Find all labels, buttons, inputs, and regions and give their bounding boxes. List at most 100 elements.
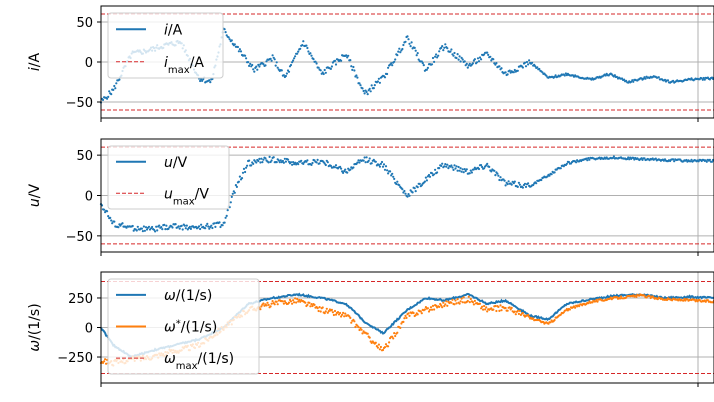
data-point [257, 159, 260, 163]
data-point [473, 58, 476, 61]
data-point [252, 162, 255, 165]
data-point [312, 58, 315, 61]
data-point [477, 167, 481, 171]
data-point [458, 169, 461, 172]
data-point [490, 170, 493, 173]
data-point [619, 295, 623, 298]
data-point [289, 161, 293, 164]
data-point [308, 301, 311, 304]
data-point [613, 74, 617, 77]
data-point [575, 161, 578, 164]
data-point [318, 162, 321, 165]
data-point [318, 306, 321, 309]
data-point [497, 174, 500, 177]
data-point [283, 300, 286, 303]
data-point [554, 74, 557, 77]
data-point [333, 309, 337, 313]
data-point [455, 56, 458, 60]
data-point [206, 222, 209, 225]
data-point [546, 175, 549, 178]
ytick-label: −250 [57, 351, 93, 366]
data-point [292, 161, 295, 164]
data-point [245, 166, 248, 169]
data-point [562, 311, 565, 314]
data-point [158, 224, 161, 227]
data-point [472, 303, 475, 306]
data-point [506, 73, 509, 76]
data-point [377, 343, 380, 346]
data-point [493, 169, 496, 172]
data-point [342, 311, 345, 314]
data-point [377, 77, 380, 80]
data-point [359, 326, 362, 330]
data-point [230, 39, 233, 42]
data-point [293, 57, 296, 60]
data-point [490, 59, 493, 62]
data-point [504, 71, 507, 74]
data-point [110, 219, 113, 222]
data-point [460, 170, 463, 173]
data-point [685, 158, 688, 162]
data-point [635, 295, 638, 298]
data-point [631, 79, 634, 82]
data-point [281, 300, 284, 303]
data-point [416, 186, 419, 189]
data-point [297, 163, 300, 166]
data-point [657, 76, 660, 79]
data-point [521, 311, 525, 315]
data-point [358, 161, 361, 164]
data-point [106, 210, 109, 213]
data-point [461, 301, 464, 304]
data-point [495, 309, 498, 313]
data-point [248, 64, 251, 67]
data-point [326, 311, 329, 314]
data-point [467, 295, 470, 298]
data-point [356, 76, 359, 79]
data-point [441, 306, 444, 309]
data-point [504, 306, 507, 310]
data-point [486, 162, 489, 165]
data-point [284, 74, 287, 78]
data-point [231, 192, 234, 195]
data-point [340, 315, 343, 318]
data-point [282, 302, 285, 305]
ytick-label: 0 [85, 56, 93, 71]
data-point [434, 168, 437, 171]
data-point [455, 302, 458, 305]
data-point [270, 59, 273, 62]
data-point [299, 300, 302, 303]
data-point [300, 159, 303, 162]
data-point [389, 170, 392, 173]
data-point [425, 68, 428, 71]
data-point [672, 158, 675, 161]
data-point [392, 175, 395, 178]
data-point [449, 50, 452, 53]
data-point [256, 68, 259, 71]
data-point [461, 168, 464, 171]
data-point [387, 66, 390, 69]
data-point [109, 216, 112, 219]
data-point [205, 224, 208, 227]
data-point [259, 161, 262, 164]
data-point [271, 300, 274, 303]
data-point [437, 54, 440, 57]
data-point [456, 169, 459, 172]
data-point [523, 182, 527, 185]
data-point [305, 44, 308, 47]
data-point [270, 159, 273, 162]
legend-label: umax/V [164, 186, 209, 207]
data-point [344, 312, 347, 315]
data-point [428, 308, 432, 311]
data-point [201, 79, 204, 82]
data-point [514, 313, 517, 316]
data-point [517, 181, 521, 184]
data-point [500, 67, 503, 70]
data-point [269, 305, 272, 308]
data-point [297, 50, 300, 53]
data-point [374, 160, 377, 163]
data-point [705, 160, 708, 163]
data-point [323, 312, 326, 315]
panel-current: −50 0 50 i/A i/A imax/A [27, 5, 714, 122]
data-point [273, 303, 276, 306]
data-point [464, 169, 467, 173]
